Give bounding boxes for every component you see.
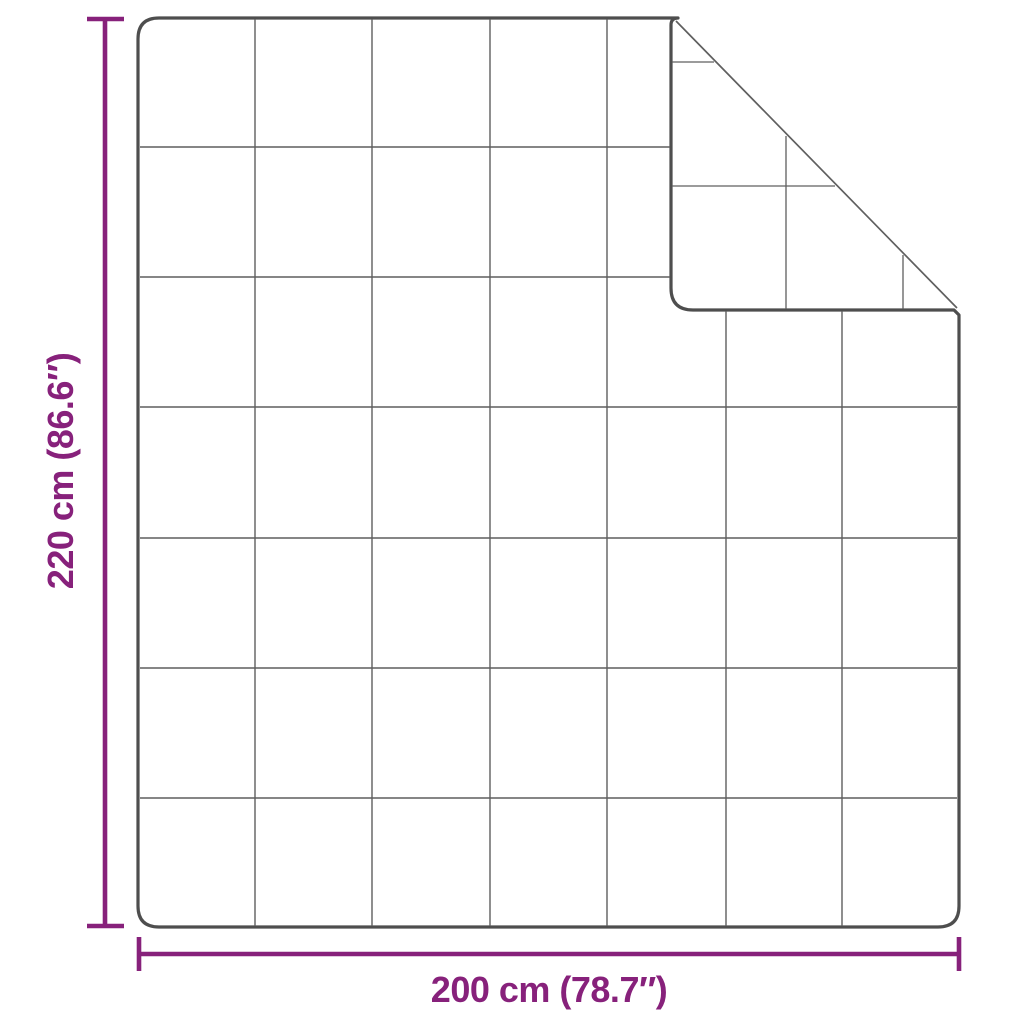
width-dimension-line bbox=[136, 937, 962, 971]
width-dimension-label: 200 cm (78.7″) bbox=[430, 969, 668, 1010]
quilt-grid-lines bbox=[140, 19, 957, 926]
fold-crease-line bbox=[675, 20, 958, 309]
folded-flap-grid-lines bbox=[672, 61, 904, 309]
blanket-outline bbox=[136, 16, 961, 929]
height-dimension-line bbox=[87, 16, 124, 929]
height-dimension-label: 220 cm (86.6″) bbox=[40, 352, 81, 590]
